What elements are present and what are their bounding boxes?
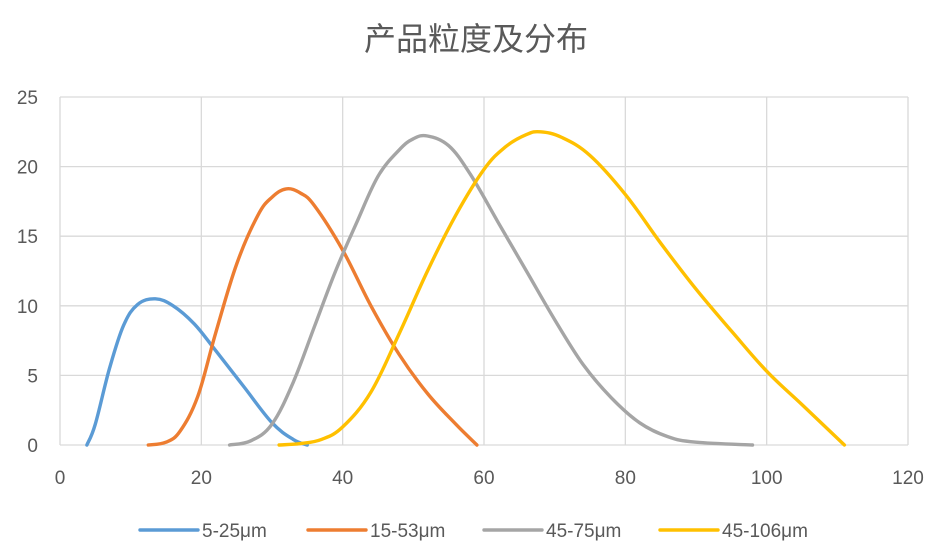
x-tick-label: 60 xyxy=(473,468,494,489)
y-tick-label: 5 xyxy=(27,366,38,387)
legend-item-2: 45-75μm xyxy=(482,521,621,542)
legend-item-0: 5-25μm xyxy=(138,521,267,542)
legend-label: 15-53μm xyxy=(370,521,445,542)
series-line-15-53μm xyxy=(146,187,479,447)
gridlines xyxy=(59,96,909,446)
x-axis-tick-labels: 0 20 40 60 80 100 120 xyxy=(55,468,924,489)
y-tick-label: 0 xyxy=(27,436,38,457)
y-tick-label: 25 xyxy=(17,88,38,109)
legend-label: 45-75μm xyxy=(546,521,621,542)
y-tick-label: 15 xyxy=(17,227,38,248)
legend: 5-25μm 15-53μm 45-75μm 45-106μm xyxy=(138,521,808,542)
series-line-45-106μm xyxy=(277,129,847,447)
x-tick-label: 80 xyxy=(615,468,636,489)
legend-label: 5-25μm xyxy=(202,521,267,542)
x-tick-label: 100 xyxy=(751,468,783,489)
y-axis-tick-labels: 0 5 10 15 20 25 xyxy=(17,88,38,457)
x-tick-label: 120 xyxy=(892,468,924,489)
y-tick-label: 20 xyxy=(17,158,38,179)
y-tick-label: 10 xyxy=(17,297,38,318)
legend-item-1: 15-53μm xyxy=(306,521,445,542)
x-tick-label: 0 xyxy=(55,468,66,489)
chart-title: 产品粒度及分布 xyxy=(364,20,588,58)
series-line-45-75μm xyxy=(227,133,755,447)
legend-label: 45-106μm xyxy=(722,521,808,542)
series-lines xyxy=(85,129,847,447)
legend-item-3: 45-106μm xyxy=(658,521,808,542)
x-tick-label: 20 xyxy=(191,468,212,489)
x-tick-label: 40 xyxy=(332,468,353,489)
